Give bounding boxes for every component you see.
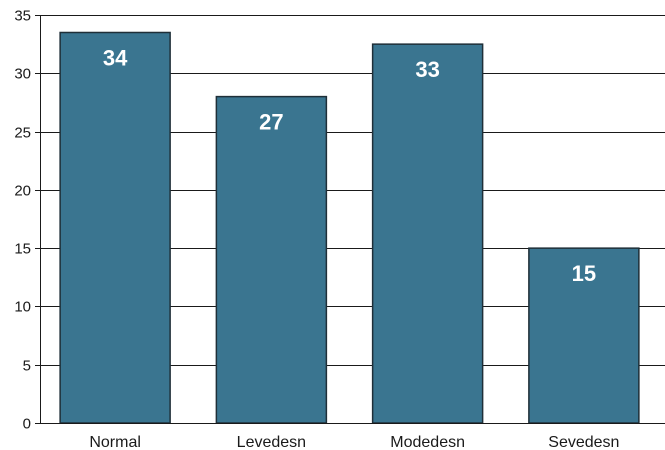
x-tick-label-normal: Normal <box>89 434 141 450</box>
labels: 0 5 10 15 20 25 30 35 34 Normal 27 Levedesn 33 Modede… <box>14 8 619 450</box>
y-tick-label-30: 30 <box>14 66 31 83</box>
y-tick-label-5: 5 <box>23 358 31 375</box>
y-tick-label-25: 25 <box>14 125 31 142</box>
x-tick-label-modedesn: Modedesn <box>390 434 465 450</box>
data-label-sevedesn: 15 <box>572 261 596 286</box>
x-tick-label-sevedesn: Sevedesn <box>548 434 619 450</box>
y-tick-label-0: 0 <box>23 416 31 433</box>
data-label-modedesn: 33 <box>415 57 439 82</box>
data-label-levedesn: 27 <box>259 110 283 135</box>
data-label-normal: 34 <box>103 45 128 70</box>
y-tick-label-20: 20 <box>14 183 31 200</box>
bar-levedesn <box>215 95 328 424</box>
y-tick-label-35: 35 <box>14 8 31 25</box>
x-tick-label-levedesn: Levedesn <box>237 434 306 450</box>
y-tick-label-10: 10 <box>14 299 31 316</box>
bar-normal <box>59 31 171 424</box>
y-tick-label-15: 15 <box>14 241 31 258</box>
bars <box>59 31 640 424</box>
bar-modedesn <box>371 43 484 424</box>
axes <box>35 15 665 424</box>
